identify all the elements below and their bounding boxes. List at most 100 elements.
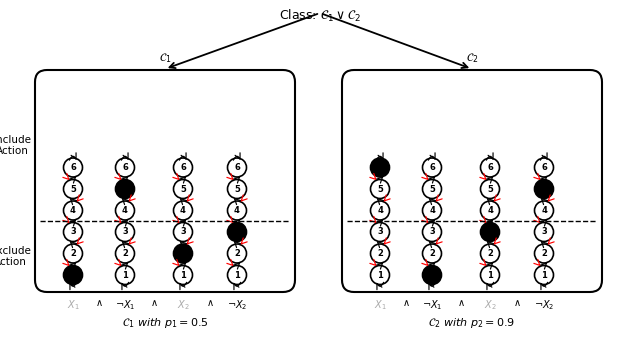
Circle shape [227,201,246,220]
Circle shape [227,158,246,177]
Circle shape [481,201,499,220]
Text: 6: 6 [487,163,493,172]
Circle shape [481,222,499,241]
Text: $\neg X_1$: $\neg X_1$ [422,298,442,312]
Circle shape [227,244,246,263]
Circle shape [422,158,442,177]
Circle shape [227,266,246,285]
Circle shape [173,266,193,285]
FancyBboxPatch shape [35,70,295,292]
Circle shape [63,266,83,285]
Circle shape [115,158,134,177]
Circle shape [115,201,134,220]
Text: 1: 1 [541,271,547,279]
Text: 1: 1 [122,271,128,279]
Text: 1: 1 [180,271,186,279]
Text: Exclude
Action: Exclude Action [0,246,31,268]
Text: $\wedge$: $\wedge$ [150,298,158,308]
Text: 5: 5 [180,185,186,193]
Text: $\neg X_2$: $\neg X_2$ [534,298,554,312]
Circle shape [481,158,499,177]
Circle shape [173,180,193,199]
Circle shape [227,180,246,199]
Circle shape [173,222,193,241]
Text: 2: 2 [234,249,240,258]
Circle shape [534,158,554,177]
Circle shape [63,201,83,220]
Text: 5: 5 [487,185,493,193]
Circle shape [371,180,390,199]
Circle shape [371,244,390,263]
Text: 5: 5 [70,185,76,193]
Circle shape [534,266,554,285]
Text: $\wedge$: $\wedge$ [206,298,214,308]
Text: 2: 2 [541,249,547,258]
Circle shape [481,244,499,263]
Text: $X_2$: $X_2$ [484,298,497,312]
Text: 6: 6 [70,163,76,172]
Text: 6: 6 [234,163,240,172]
Circle shape [371,266,390,285]
Circle shape [63,244,83,263]
Text: 5: 5 [429,185,435,193]
Text: $\wedge$: $\wedge$ [513,298,521,308]
Circle shape [534,222,554,241]
Text: 2: 2 [122,249,128,258]
Circle shape [481,266,499,285]
Text: 2: 2 [70,249,76,258]
Text: 3: 3 [541,227,547,237]
Text: Include
Action: Include Action [0,135,31,156]
Text: $\mathcal{C}_1$: $\mathcal{C}_1$ [159,51,172,65]
Circle shape [534,244,554,263]
Circle shape [115,244,134,263]
Text: 4: 4 [377,206,383,215]
Text: 4: 4 [70,206,76,215]
Text: 6: 6 [541,163,547,172]
Circle shape [115,222,134,241]
Text: 3: 3 [180,227,186,237]
Text: 4: 4 [234,206,240,215]
Text: $\mathcal{C}_2$: $\mathcal{C}_2$ [466,51,478,65]
Text: 1: 1 [487,271,493,279]
Circle shape [371,158,390,177]
Circle shape [481,180,499,199]
Text: $\mathcal{C}_1$ with $p_1 = 0.5$: $\mathcal{C}_1$ with $p_1 = 0.5$ [122,316,209,330]
Text: 3: 3 [122,227,128,237]
Text: 4: 4 [122,206,128,215]
Circle shape [422,201,442,220]
Text: Class: $\mathcal{C}_1 \vee \mathcal{C}_2$: Class: $\mathcal{C}_1 \vee \mathcal{C}_2… [279,8,361,24]
Text: 6: 6 [122,163,128,172]
Text: 3: 3 [429,227,435,237]
Circle shape [371,222,390,241]
Text: 2: 2 [429,249,435,258]
Text: $\wedge$: $\wedge$ [402,298,410,308]
Circle shape [115,180,134,199]
Text: $\neg X_2$: $\neg X_2$ [227,298,247,312]
Circle shape [63,222,83,241]
Circle shape [63,158,83,177]
Text: 4: 4 [541,206,547,215]
Text: 2: 2 [377,249,383,258]
Circle shape [173,201,193,220]
Text: 4: 4 [429,206,435,215]
FancyBboxPatch shape [342,70,602,292]
Text: $X_1$: $X_1$ [67,298,79,312]
Circle shape [63,180,83,199]
Circle shape [173,244,193,263]
Circle shape [115,266,134,285]
Circle shape [422,180,442,199]
Text: 3: 3 [377,227,383,237]
Text: $X_1$: $X_1$ [374,298,387,312]
Text: 4: 4 [487,206,493,215]
Text: 5: 5 [234,185,240,193]
Text: 4: 4 [180,206,186,215]
Text: 6: 6 [429,163,435,172]
Circle shape [422,266,442,285]
Text: $\neg X_1$: $\neg X_1$ [115,298,135,312]
Text: 5: 5 [377,185,383,193]
Text: 2: 2 [487,249,493,258]
Circle shape [534,201,554,220]
Circle shape [422,222,442,241]
Text: 3: 3 [70,227,76,237]
Text: $\wedge$: $\wedge$ [95,298,103,308]
